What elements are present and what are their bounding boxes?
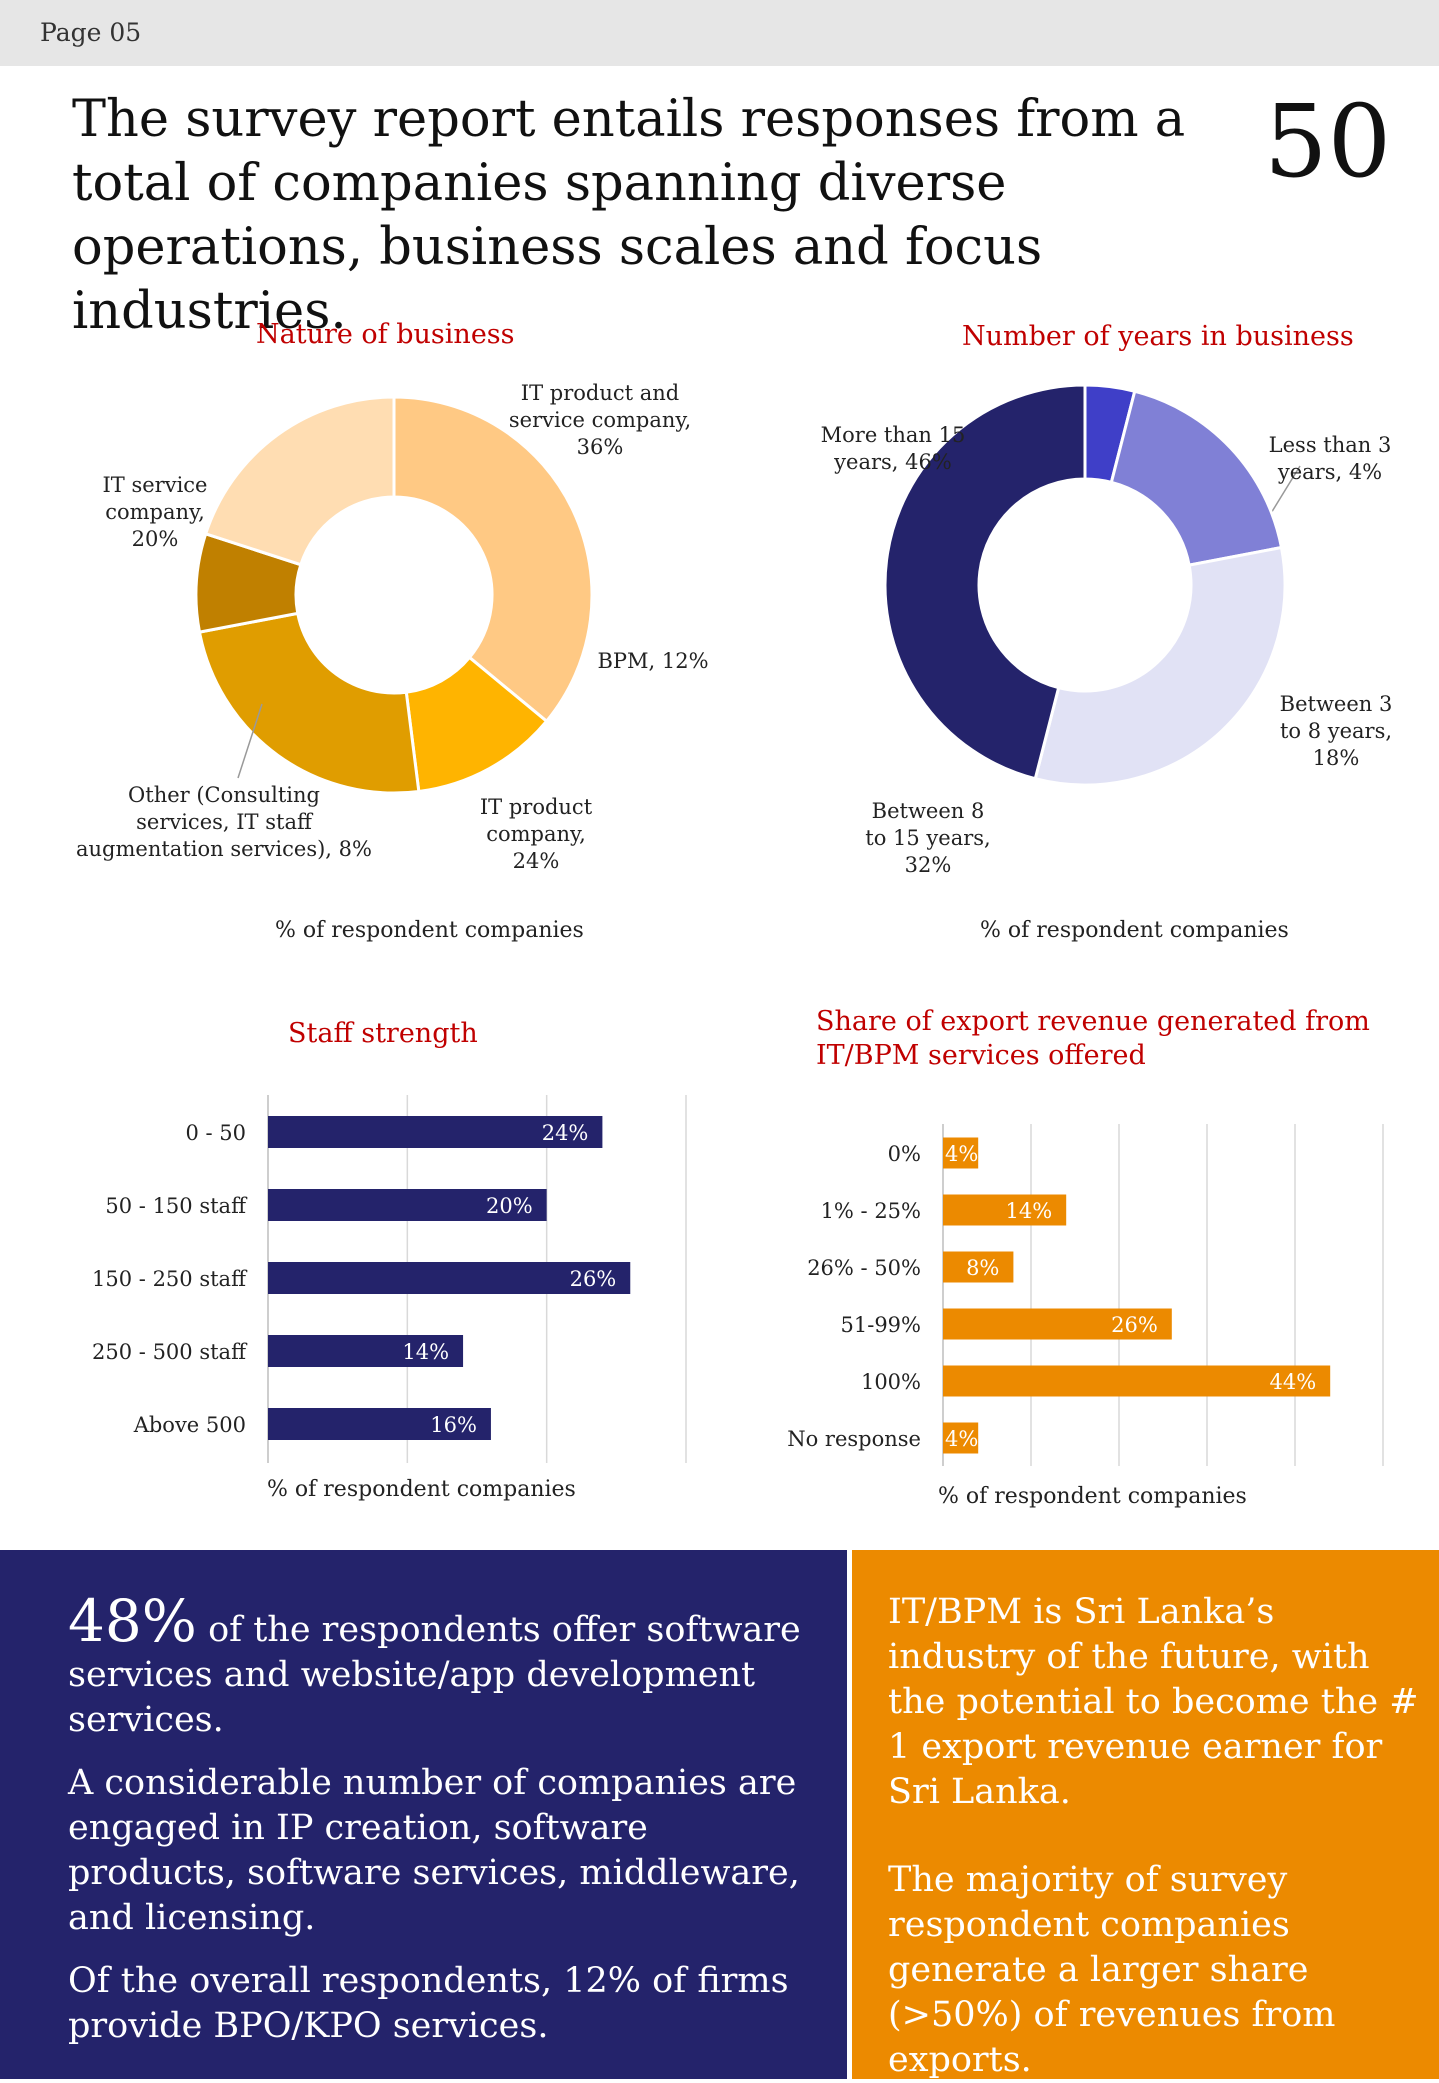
export-revenue-category-label-3: 51-99%	[841, 1313, 922, 1337]
export-revenue-data-label-1: 14%	[1006, 1199, 1053, 1223]
staff-strength-data-label-2: 26%	[570, 1267, 617, 1291]
note-staff-strength: % of respondent companies	[267, 1477, 576, 1502]
years-in-business-slice-1	[1109, 389, 1284, 567]
nature-of-business-leader-line-3	[237, 703, 263, 779]
staff-strength-category-label-1: 50 - 150 staff	[105, 1194, 248, 1218]
export-revenue-data-label-4: 44%	[1270, 1370, 1317, 1394]
export-revenue-bar-0	[943, 1137, 979, 1169]
note-export-revenue: % of respondent companies	[938, 1484, 1247, 1509]
insight-paragraph-3: Of the overall respondents, 12% of firms…	[68, 1961, 789, 2046]
export-revenue-data-label-3: 26%	[1111, 1313, 1158, 1337]
page-number: Page 05	[40, 18, 142, 47]
staff-strength-bar-0	[268, 1116, 603, 1148]
years-in-business-slice-3	[883, 383, 1087, 781]
export-revenue-bar-1	[943, 1194, 1067, 1226]
page-header-bar: Page 05	[0, 0, 1439, 66]
export-revenue-category-label-1: 1% - 25%	[821, 1199, 921, 1223]
export-revenue-bar-4	[943, 1365, 1331, 1397]
note-nature-of-business: % of respondent companies	[275, 918, 584, 943]
insight-paragraph-4: IT/BPM is Sri Lanka’s industry of the fu…	[888, 1592, 1419, 1812]
big-stat: 48%	[68, 1587, 197, 1655]
export-revenue-category-label-0: 0%	[888, 1142, 921, 1166]
staff-strength-category-label-3: 250 - 500 staff	[92, 1340, 248, 1364]
export-revenue-bar-3	[943, 1308, 1172, 1340]
insight-p1-text: of the respondents offer software servic…	[68, 1610, 801, 1740]
years-in-business-label-1: Between 3 to 8 years, 18%	[1280, 692, 1393, 770]
insight-panel-left: 48% of the respondents offer software se…	[0, 1550, 847, 2079]
headline-number: 50	[1264, 83, 1392, 200]
insight-paragraph-5: The majority of survey respondent compan…	[888, 1860, 1336, 2080]
export-revenue-bar-2	[943, 1251, 1014, 1283]
nature-of-business-label-4: IT service company, 20%	[103, 473, 208, 551]
note-years-in-business: % of respondent companies	[980, 918, 1289, 943]
staff-strength-category-label-2: 150 - 250 staff	[92, 1267, 248, 1291]
years-in-business-label-2: Between 8 to 15 years, 32%	[865, 799, 990, 877]
chart-title-staff-strength: Staff strength	[288, 1018, 478, 1049]
chart-title-years-in-business: Number of years in business	[962, 321, 1354, 352]
years-in-business-label-0: Less than 3 years, 4%	[1269, 433, 1392, 484]
insight-paragraph-1: 48% of the respondents offer software se…	[68, 1592, 807, 1743]
insight-panel-right: IT/BPM is Sri Lanka’s industry of the fu…	[852, 1550, 1439, 2080]
export-revenue-data-label-2: 8%	[966, 1256, 999, 1280]
nature-of-business-slice-0	[392, 395, 594, 724]
export-revenue-category-label-5: No response	[787, 1427, 921, 1451]
staff-strength-bar-3	[268, 1335, 464, 1367]
staff-strength-data-label-3: 14%	[402, 1340, 449, 1364]
export-revenue-data-label-0: 4%	[945, 1142, 978, 1166]
export-revenue-bar-5	[943, 1422, 979, 1454]
nature-of-business-slice-4	[203, 395, 396, 567]
staff-strength-data-label-4: 16%	[430, 1413, 477, 1437]
export-revenue-data-label-5: 4%	[945, 1427, 978, 1451]
nature-of-business-slice-2	[197, 611, 421, 795]
staff-strength-bar-2	[268, 1262, 631, 1294]
nature-of-business-label-2: IT product company, 24%	[480, 795, 593, 873]
staff-strength-category-label-0: 0 - 50	[185, 1121, 246, 1145]
staff-strength-bar-4	[268, 1408, 491, 1440]
chart-title-nature-of-business: Nature of business	[256, 319, 515, 350]
nature-of-business-label-3: Other (Consulting services, IT staff augme…	[76, 783, 372, 861]
staff-strength-category-label-4: Above 500	[133, 1413, 246, 1437]
nature-of-business-label-0: IT product and service company, 36%	[509, 381, 691, 459]
chart-title-export-revenue: Share of export revenue generated from I…	[816, 1006, 1370, 1071]
headline-text: The survey report entails responses from…	[72, 90, 1186, 341]
staff-strength-bar-1	[268, 1189, 547, 1221]
staff-strength-data-label-0: 24%	[542, 1121, 589, 1145]
charts-canvas: IT product and service company, 36% BPM, 12…	[76, 381, 1393, 1466]
export-revenue-category-label-4: 100%	[861, 1370, 921, 1394]
years-in-business-slice-2	[1033, 545, 1287, 787]
years-in-business-label-3: More than 15 years, 46%	[821, 423, 966, 474]
export-revenue-category-label-2: 26% - 50%	[807, 1256, 921, 1280]
headline: The survey report entails responses from…	[72, 88, 1391, 344]
nature-of-business-label-1: BPM, 12%	[597, 649, 708, 673]
staff-strength-data-label-1: 20%	[486, 1194, 533, 1218]
insight-paragraph-2: A considerable number of companies are e…	[68, 1763, 800, 1938]
